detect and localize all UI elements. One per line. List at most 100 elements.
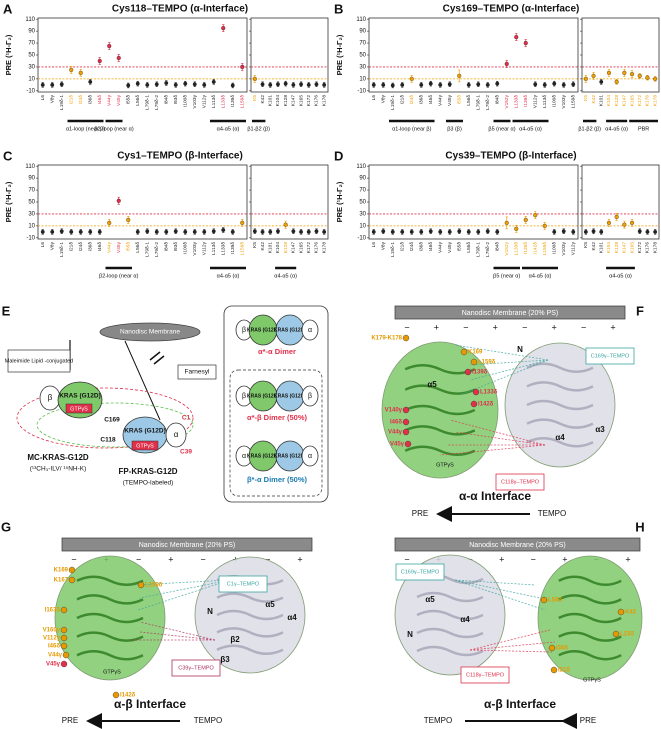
panel-letter: G [1, 519, 11, 534]
data-point [260, 229, 265, 234]
tempo-box [218, 575, 268, 593]
charge: + [625, 554, 630, 564]
charge: − [463, 322, 468, 332]
connector [469, 359, 549, 366]
dimer-label: α*-β Dimer (50%) [247, 413, 308, 422]
data-point [154, 229, 159, 234]
x-tick-label: I24δ [409, 95, 415, 105]
data-point [591, 73, 596, 78]
data-point [485, 229, 490, 234]
interface-label: α-β Interface [114, 697, 186, 711]
x-tick-label: I21δ [400, 242, 406, 252]
x-tick-label: I36δ [88, 95, 94, 105]
x-tick-label: I84δ [495, 95, 501, 105]
domain-label: β [242, 393, 246, 400]
residue-label: K169 [54, 568, 69, 574]
alpha-domain [165, 422, 187, 448]
x-tick-label: I139δ [230, 242, 236, 254]
tempo-box [585, 347, 635, 365]
y-tick-label: 90 [28, 29, 35, 35]
y-tick-label: -10 [357, 88, 366, 94]
data-point [447, 82, 452, 87]
x-tick-label: I36δ [88, 242, 94, 252]
x-tick-label: I36δ [419, 95, 425, 105]
x-tick-label: K128 [283, 95, 289, 107]
residue-sphere [137, 581, 145, 589]
panel-letter: B [334, 1, 343, 16]
tempo-label: C169γ–TEMPO [591, 353, 630, 359]
x-tick-label: L79δ-1 [476, 95, 482, 110]
residue-label: L56δ [548, 598, 562, 604]
data-point [542, 82, 547, 87]
x-tick-label: K178 [652, 95, 658, 107]
x-tick-label: I55δ [126, 95, 132, 105]
chart-title: Cys1–TEMPO (β-Interface) [117, 151, 243, 162]
helix [404, 404, 476, 416]
x-tick-label: V152γ [504, 94, 510, 108]
x-tick-label: L159δ [240, 95, 246, 109]
x-tick-label: K104 [275, 242, 281, 254]
residue-label: V140γ [385, 408, 403, 414]
domain-label: α4 [287, 613, 297, 622]
data-point [495, 81, 500, 86]
x-tick-label: I139δ [230, 95, 236, 107]
data-point [88, 229, 93, 234]
x-tick-label: K147 [622, 242, 628, 254]
x-tick-label: V8γ [50, 94, 56, 103]
construct-label: FP-KRAS-G12D [118, 467, 177, 476]
data-point [154, 82, 159, 87]
domain-label: α5 [427, 380, 437, 389]
data-point [571, 82, 576, 87]
arrow-label: PRE [412, 509, 428, 518]
maleimide-label: Maleimide Lipid -conjugated [5, 358, 73, 364]
x-tick-label: L79δ-2 [154, 242, 160, 257]
x-tick-label: L19δ-1 [390, 242, 396, 257]
arrow-label: TEMPO [538, 509, 566, 518]
gtp-label: GTPγS [583, 677, 601, 683]
data-point [637, 229, 642, 234]
arrow-label: TEMPO [424, 716, 452, 725]
gtp-label: GTPγS [103, 669, 121, 675]
x-tick-label: L19δ-1 [390, 95, 396, 110]
x-tick-label: L159δ [571, 95, 577, 109]
data-point [116, 55, 121, 61]
charge: − [522, 322, 527, 332]
data-point [50, 82, 55, 87]
domain-label: α5 [265, 600, 275, 609]
domain [301, 319, 319, 341]
residue-sphere [540, 596, 548, 604]
data-point [40, 229, 45, 234]
region-label: α4-α5 (α) [217, 273, 240, 279]
data-point [59, 229, 64, 234]
label-box [177, 364, 217, 380]
data-point [653, 229, 658, 234]
data-point [173, 229, 178, 234]
helix [216, 644, 284, 656]
residue-sphere [68, 576, 76, 584]
data-point [276, 229, 280, 234]
residue-label: L159δ [145, 583, 163, 589]
y-tick-label: 50 [359, 200, 366, 206]
protein-label: KRAS (G12D) [274, 327, 306, 333]
x-tick-label: K172 [637, 242, 643, 254]
panel-letter: C [3, 148, 13, 163]
residue-sphere [617, 608, 625, 616]
residue-sphere [402, 418, 410, 426]
x-tick-label: V45γ [447, 241, 453, 253]
region-label: α4-α5 (α) [519, 126, 542, 132]
tempo-label: C169γ–TEMPO [401, 569, 440, 575]
x-tick-label: I46δ [428, 95, 434, 105]
y-tick-label: 70 [359, 188, 366, 194]
helix [558, 575, 622, 587]
data-point [164, 229, 169, 234]
data-point [183, 229, 188, 234]
charge: − [581, 322, 586, 332]
y-tick-label: 10 [359, 76, 366, 82]
residue-label: I142δ [120, 693, 136, 699]
x-tick-label: V44γ [107, 94, 113, 106]
panel-letter: H [635, 519, 644, 534]
x-tick-label: V112γ [533, 94, 539, 108]
connector [137, 579, 231, 611]
x-tick-label: I46δ [428, 242, 434, 252]
data-point [409, 76, 414, 81]
